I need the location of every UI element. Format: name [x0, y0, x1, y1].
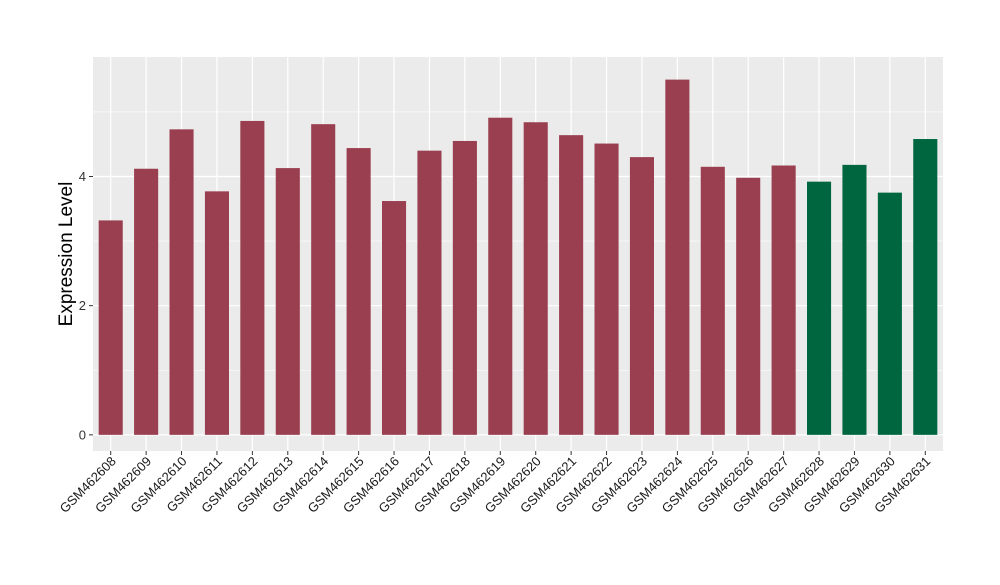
bar-GSM462619	[488, 117, 513, 435]
bar-GSM462610	[169, 129, 194, 435]
y-axis-title: Expression Level	[56, 182, 77, 327]
y-tick-label: 0	[79, 427, 86, 442]
bar-GSM462629	[842, 164, 867, 435]
y-tick-label: 2	[79, 298, 86, 313]
bar-GSM462608	[98, 220, 123, 435]
bar-GSM462628	[807, 181, 832, 435]
bar-GSM462614	[311, 124, 336, 435]
bar-GSM462631	[913, 139, 938, 435]
bar-GSM462615	[346, 148, 371, 435]
bar-GSM462613	[275, 168, 300, 435]
bar-GSM462622	[594, 143, 619, 435]
plot-panel	[93, 57, 943, 451]
bar-GSM462623	[629, 157, 654, 435]
bar-GSM462618	[452, 140, 477, 435]
bar-GSM462625	[700, 166, 725, 435]
y-tick-label: 4	[79, 169, 86, 184]
bar-GSM462611	[204, 191, 229, 435]
bar-GSM462620	[523, 122, 548, 435]
bar-GSM462621	[559, 135, 584, 435]
bar-GSM462616	[382, 201, 407, 435]
bar-GSM462609	[134, 168, 159, 435]
bar-layer	[98, 79, 938, 435]
bar-GSM462612	[240, 120, 265, 435]
bar-GSM462630	[877, 192, 902, 435]
bar-GSM462617	[417, 150, 442, 435]
bar-GSM462627	[771, 165, 796, 435]
bar-GSM462624	[665, 79, 690, 435]
bar-GSM462626	[736, 177, 761, 435]
